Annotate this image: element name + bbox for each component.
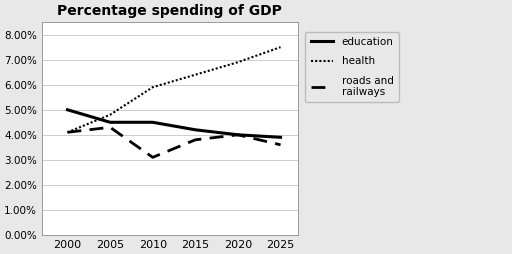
education [235, 133, 241, 136]
health [65, 131, 71, 134]
Line: education: education [68, 110, 281, 137]
roads and
railways [235, 133, 241, 136]
roads and
railways [150, 156, 156, 159]
health [192, 73, 198, 76]
roads and
railways [278, 143, 284, 146]
Title: Percentage spending of GDP: Percentage spending of GDP [57, 4, 282, 18]
health [150, 86, 156, 89]
Legend: education, health, roads and
railways: education, health, roads and railways [305, 31, 399, 102]
education [192, 128, 198, 131]
health [235, 61, 241, 64]
education [278, 136, 284, 139]
education [65, 108, 71, 111]
health [278, 46, 284, 49]
roads and
railways [65, 131, 71, 134]
roads and
railways [107, 126, 113, 129]
Line: roads and
railways: roads and railways [68, 127, 281, 157]
education [150, 121, 156, 124]
education [107, 121, 113, 124]
Line: health: health [68, 47, 281, 132]
health [107, 113, 113, 116]
roads and
railways [192, 138, 198, 141]
